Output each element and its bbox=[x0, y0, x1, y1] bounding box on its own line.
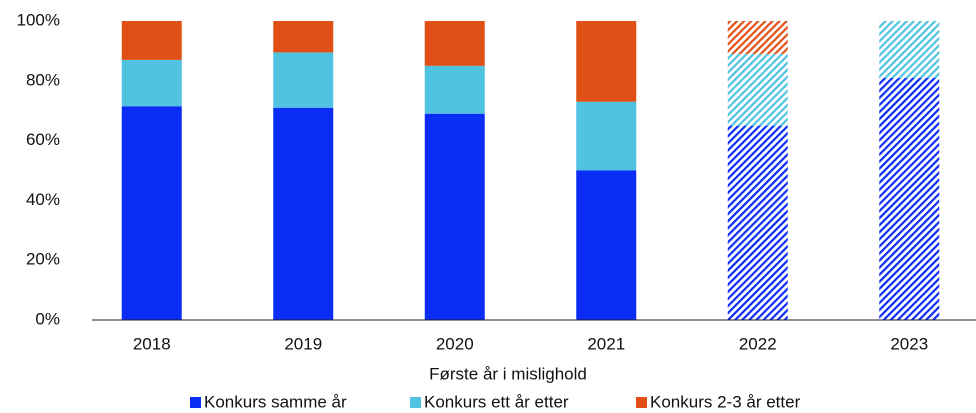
legend-swatch bbox=[410, 397, 421, 408]
bar-segment bbox=[576, 21, 637, 102]
y-tick-label: 80% bbox=[26, 70, 60, 89]
bar-segment bbox=[424, 65, 485, 114]
bar-segment bbox=[121, 106, 182, 320]
legend-swatch bbox=[636, 397, 647, 408]
legend-swatch bbox=[190, 397, 201, 408]
bar-segment bbox=[273, 107, 334, 321]
y-tick-label: 40% bbox=[26, 190, 60, 209]
x-tick-label: 2022 bbox=[739, 334, 777, 353]
y-tick-label: 20% bbox=[26, 250, 60, 269]
y-tick-label: 100% bbox=[17, 10, 60, 29]
bar-segment bbox=[273, 52, 334, 108]
bar-segment bbox=[424, 21, 485, 66]
bar-segment bbox=[424, 113, 485, 320]
bar-segment bbox=[576, 170, 637, 320]
y-tick-label: 0% bbox=[35, 309, 60, 328]
bar-segment bbox=[121, 59, 182, 107]
legend-label: Konkurs ett år etter bbox=[424, 392, 569, 411]
legend-label: Konkurs 2-3 år etter bbox=[650, 392, 801, 411]
x-tick-label: 2023 bbox=[890, 334, 928, 353]
bar-segment bbox=[879, 77, 940, 320]
bar-segment bbox=[727, 53, 788, 126]
bar-segment bbox=[273, 21, 334, 53]
bar-segment bbox=[121, 21, 182, 60]
x-tick-label: 2021 bbox=[587, 334, 625, 353]
x-tick-label: 2018 bbox=[133, 334, 171, 353]
y-tick-label: 60% bbox=[26, 130, 60, 149]
bar-segment bbox=[576, 101, 637, 171]
x-tick-label: 2019 bbox=[284, 334, 322, 353]
x-tick-label: 2020 bbox=[436, 334, 474, 353]
legend-label: Konkurs samme år bbox=[204, 392, 347, 411]
x-axis-title: Første år i mislighold bbox=[429, 364, 587, 383]
bar-segment bbox=[879, 21, 940, 78]
bar-segment bbox=[727, 21, 788, 54]
bar-segment bbox=[727, 125, 788, 321]
